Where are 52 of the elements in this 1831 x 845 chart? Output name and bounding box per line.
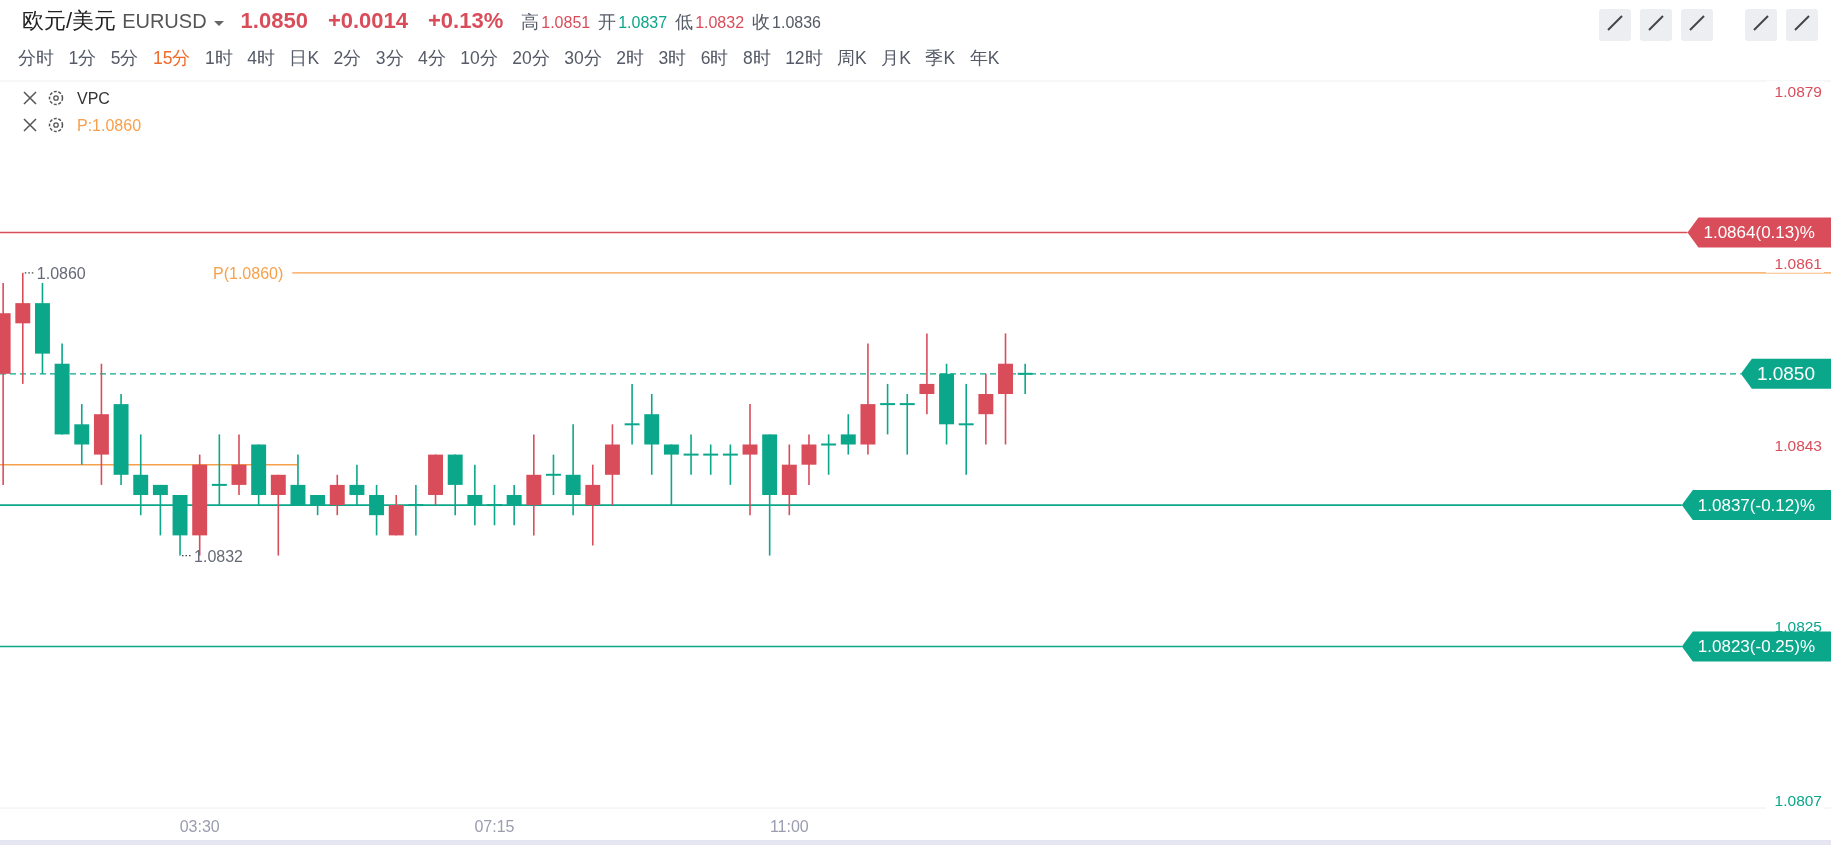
text: 30分 (564, 47, 602, 70)
text: 1.0851 (541, 14, 591, 32)
text: +0.13% (428, 8, 504, 34)
annotation: 1.0860 (36, 264, 86, 282)
chart-title: 欧元/美元 (22, 7, 117, 35)
y-tick-label: 1.0843 (1774, 436, 1822, 454)
ref-line-label: 1.0850 (1756, 362, 1815, 384)
chart-subtitle: EURUSD (122, 10, 207, 33)
x-tick-label: 07:15 (474, 818, 515, 835)
x-tick-label: 11:00 (769, 818, 809, 835)
text: 20分 (512, 47, 550, 70)
text: 1时 (204, 47, 233, 70)
text: 高 (521, 11, 540, 34)
y-tick-label: 1.0879 (1774, 83, 1822, 100)
text: 1.0836 (772, 14, 821, 32)
text: 低 (675, 11, 694, 34)
text: 2时 (616, 47, 644, 70)
annotation: 1.0832 (194, 547, 244, 565)
text: 周K (837, 47, 867, 70)
y-tick-label: 1.0807 (1774, 792, 1822, 809)
text: 2分 (333, 47, 362, 70)
y-tick-label: 1.0861 (1774, 254, 1822, 272)
text: 收 (752, 11, 771, 34)
annotation: P:1.0860 (77, 117, 142, 134)
y-tick-label: 1.0825 (1774, 618, 1822, 636)
text: 8时 (742, 47, 771, 70)
text: 日K (289, 47, 320, 70)
ref-line-label: 1.0864(0.13)% (1703, 223, 1815, 243)
ref-line-label: 1.0837(-0.12)% (1697, 496, 1815, 516)
text: +0.0014 (327, 8, 409, 34)
text: 1.0850 (240, 8, 308, 34)
ref-line-label: P(1.0860) (213, 264, 284, 282)
text: 12时 (785, 47, 823, 70)
text: 3分 (375, 47, 404, 70)
text: 5分 (110, 47, 139, 70)
x-tick-label: 03:30 (179, 818, 220, 835)
text: 开 (598, 11, 617, 34)
text: 1分 (68, 47, 97, 70)
text: 6时 (700, 47, 729, 70)
text: 10分 (460, 47, 498, 70)
annotation: VPC (77, 90, 110, 107)
text: 4分 (418, 47, 446, 70)
text: 3时 (658, 47, 687, 70)
text: 月K (881, 47, 911, 70)
ref-line-label: 1.0823(-0.25)% (1697, 637, 1815, 657)
text: 4时 (247, 47, 275, 70)
text: 分时 (18, 47, 54, 70)
text: 15分 (152, 47, 191, 70)
text: 1.0832 (695, 14, 745, 32)
text: 季K (925, 47, 956, 70)
text: 1.0837 (618, 14, 668, 32)
text: 年K (969, 47, 1000, 70)
